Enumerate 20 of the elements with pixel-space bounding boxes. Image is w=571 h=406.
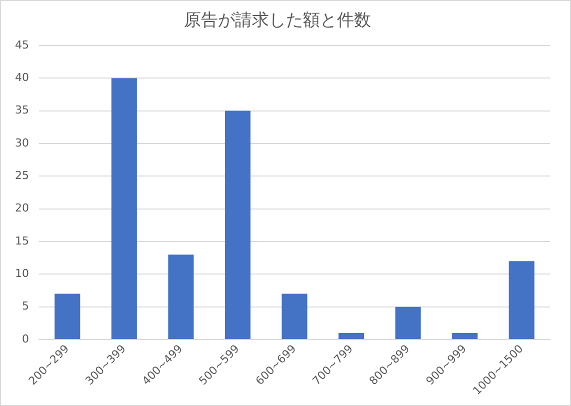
y-tick-label: 10	[14, 267, 29, 280]
bar	[282, 294, 308, 340]
y-tick-label: 35	[14, 104, 29, 117]
bar	[452, 333, 478, 340]
chart-title: 原告が請求した額と件数	[184, 10, 371, 31]
y-tick-label: 5	[22, 300, 29, 313]
y-tick-label: 25	[14, 168, 29, 182]
y-tick-label: 0	[22, 332, 29, 346]
bar	[111, 78, 137, 340]
y-tick-label: 15	[14, 234, 29, 248]
bar	[338, 333, 364, 340]
y-tick-label: 30	[14, 136, 29, 150]
y-tick-label: 45	[14, 38, 29, 52]
y-tick-label: 40	[14, 70, 29, 84]
bar	[224, 110, 250, 340]
bar	[168, 254, 194, 340]
bar	[508, 261, 534, 340]
bar	[395, 306, 421, 340]
bar	[54, 294, 80, 340]
y-tick-label: 20	[14, 202, 29, 215]
